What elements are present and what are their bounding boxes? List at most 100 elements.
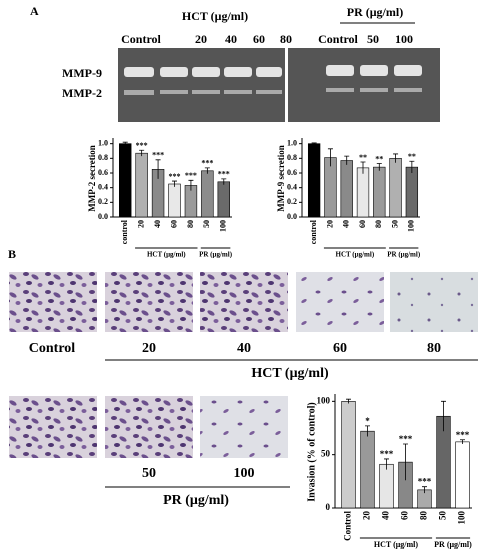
x-tick-label: 20	[362, 511, 372, 521]
bar	[389, 158, 402, 218]
x-tick-label: 50	[390, 220, 399, 228]
significance: ***	[201, 159, 213, 168]
lane-label: 50	[367, 32, 379, 46]
y-tick-label: 1.0	[287, 138, 297, 147]
y-tick-label: 0.0	[98, 212, 108, 221]
y-axis-label: MMP-2 secretion	[87, 145, 97, 212]
x-tick-label: 60	[400, 511, 410, 521]
error-bar	[441, 400, 446, 432]
significance: *	[365, 416, 370, 426]
x-tick-label: 20	[136, 220, 145, 228]
error-bar	[403, 443, 408, 481]
group-label: HCT (μg/ml)	[336, 251, 375, 259]
significance: ***	[456, 430, 470, 440]
lane-label: Control	[121, 32, 161, 46]
x-tick-label: 100	[457, 511, 467, 525]
lane-label: 60	[253, 32, 265, 46]
image-label: 20	[142, 341, 156, 356]
error-bar	[384, 458, 389, 470]
bar	[201, 170, 214, 218]
bar	[379, 463, 394, 509]
error-bar	[139, 149, 145, 157]
significance: ***	[169, 172, 181, 181]
error-bar	[188, 179, 194, 191]
significance: ***	[152, 151, 164, 160]
error-bar	[422, 486, 427, 494]
error-bar	[376, 163, 382, 171]
micrograph	[200, 272, 288, 332]
x-tick-label: 60	[169, 220, 178, 228]
image-group-label: PR (μg/ml)	[163, 493, 229, 508]
micrograph	[105, 272, 193, 332]
error-bar	[360, 161, 366, 174]
micrograph	[296, 272, 384, 332]
group-label: HCT (μg/ml)	[374, 540, 419, 549]
lane-label: 80	[280, 32, 292, 46]
y-axis-label: MMP-9 secretion	[276, 145, 286, 212]
y-tick-label: 1.0	[98, 138, 108, 147]
band-label: MMP-2	[62, 86, 102, 100]
lane-label: 40	[225, 32, 237, 46]
group-label: PR (μg/ml)	[434, 540, 472, 549]
lane-label: 100	[395, 32, 413, 46]
y-tick-label: 0	[326, 502, 331, 512]
bar	[356, 167, 370, 218]
x-tick-label: 100	[407, 220, 416, 232]
x-tick-label: 40	[381, 511, 391, 521]
y-tick-label: 50	[321, 449, 331, 459]
x-tick-label: control	[309, 219, 318, 244]
x-tick-label: 80	[186, 220, 195, 228]
x-tick-label: 20	[325, 220, 334, 228]
error-bar	[344, 155, 350, 165]
bar	[373, 166, 386, 218]
micrograph	[200, 396, 288, 458]
bar	[360, 430, 375, 509]
error-bar	[155, 159, 161, 179]
group-label: HCT (μg/ml)	[147, 251, 186, 259]
image-label: Control	[29, 341, 76, 356]
image-label: 60	[333, 341, 347, 356]
x-tick-label: control	[120, 219, 129, 244]
gel	[118, 48, 440, 122]
bar	[119, 143, 132, 218]
x-tick-label: 80	[419, 511, 429, 521]
x-tick-label: 40	[153, 220, 162, 228]
significance: ***	[136, 141, 148, 150]
y-tick-label: 0.4	[287, 182, 297, 191]
x-tick-label: 40	[342, 220, 351, 228]
group-label: PR (μg/ml)	[199, 251, 233, 259]
significance: ***	[185, 171, 197, 180]
significance: ***	[418, 477, 432, 487]
y-tick-label: 0.4	[98, 182, 108, 191]
error-bar	[204, 167, 210, 174]
bar	[324, 157, 337, 218]
panel-label: B	[8, 247, 16, 261]
bar	[168, 183, 181, 218]
x-tick-label: Control	[343, 511, 353, 541]
image-label: 50	[142, 466, 156, 481]
image-group-label: HCT (μg/ml)	[251, 366, 329, 381]
error-bar	[172, 180, 177, 187]
significance: ***	[218, 170, 230, 179]
image-label: 100	[234, 466, 255, 481]
bar	[217, 181, 231, 218]
group-label: PR (μg/ml)	[387, 251, 421, 259]
micrograph	[9, 396, 97, 458]
y-tick-label: 0.6	[287, 168, 297, 177]
y-tick-label: 0.8	[98, 153, 108, 162]
micrograph	[390, 272, 478, 332]
lane-label: Control	[318, 32, 358, 46]
y-tick-label: 0.2	[98, 197, 108, 206]
error-bar	[346, 398, 351, 404]
panel-label: A	[30, 4, 39, 18]
significance: **	[408, 152, 416, 161]
x-tick-label: 50	[438, 511, 448, 521]
x-tick-label: 50	[202, 220, 211, 228]
y-tick-label: 0.8	[287, 153, 297, 162]
y-tick-label: 0.0	[287, 212, 297, 221]
bar	[341, 401, 356, 509]
bar	[307, 143, 321, 218]
error-bar	[393, 153, 399, 163]
error-bar	[311, 142, 317, 145]
